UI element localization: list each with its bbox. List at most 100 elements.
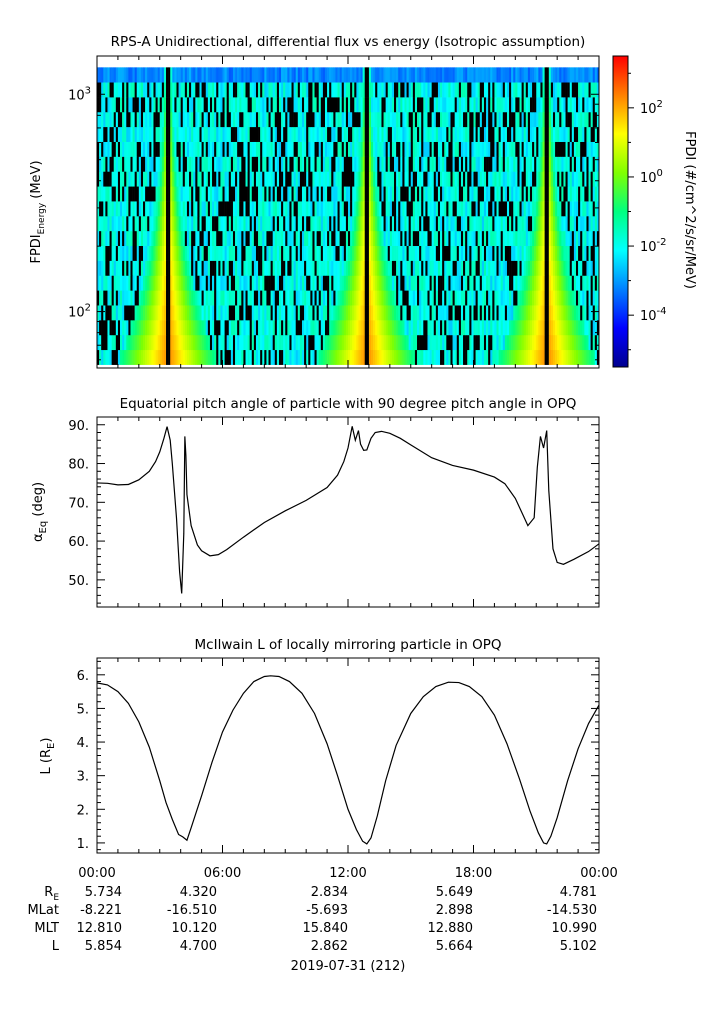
spectrogram-cell [504,275,508,291]
spectrogram-cell [138,126,142,142]
spectrogram-cell [555,260,558,276]
spectrogram-cell [264,260,267,276]
spectrogram-cell [258,230,261,247]
spectrogram-cell [460,305,464,321]
spectrogram-cell [151,67,154,83]
spectrogram-cell [571,82,575,98]
spectrogram-cell [312,320,315,336]
spectrogram-cell [306,141,309,157]
spectrogram-cell [425,290,428,306]
spectrogram-cell [573,111,577,128]
spectrogram-cell [371,97,374,113]
spectrogram-cell [243,260,246,276]
spectrogram-cell [241,82,244,98]
spectrogram-cell [239,67,242,83]
spectrogram-cell [130,97,133,113]
spectrogram-cell [379,320,382,336]
spectrogram-cell [431,290,435,306]
spectrogram-cell [333,97,336,113]
spectrogram-cell [471,186,474,202]
spectrogram-cell [128,275,131,291]
spectrogram-cell [494,156,497,172]
spectrogram-cell [138,97,142,113]
spectrogram-cell [122,349,125,365]
spectrogram-cell [552,305,556,321]
spectrogram-cell [433,141,437,157]
spectrogram-cell [172,186,175,202]
spectrogram-cell [429,67,432,83]
spectrogram-cell [222,201,225,217]
spectrogram-cell [575,201,579,217]
spectrogram-cell [394,230,397,247]
spectrogram-cell [561,67,564,83]
spectrogram-cell [251,305,255,321]
spectrogram-cell [343,171,347,187]
spectrogram-cell [199,141,202,157]
spectrogram-cell [521,141,524,157]
spectrogram-cell [588,111,591,128]
spectrogram-cell [408,156,412,172]
spectrogram-cell [308,320,311,336]
spectrogram-cell [272,290,276,306]
spectrogram-cell [592,260,596,276]
spectrogram-cell [314,201,317,217]
spectrogram-cell [421,275,424,291]
spectrogram-cell [391,171,395,187]
spectrogram-cell [381,320,384,336]
spectrogram-cell [226,334,230,351]
spectrogram-cell [143,290,146,306]
spectrogram-cell [289,186,292,202]
spectrogram-cell [483,290,487,306]
spectrogram-cell [251,260,255,276]
spectrogram-cell [477,230,481,247]
spectrogram-cell [364,201,368,217]
spectrogram-cell [406,334,409,351]
spectrogram-cell [266,141,269,157]
spectrogram-cell [149,305,152,321]
spectrogram-cell [268,290,271,306]
spectrogram-cell [155,67,158,83]
spectrogram-cell [159,186,163,202]
spectrogram-cell [297,245,301,261]
spectrogram-cell [540,97,543,113]
spectrogram-cell [170,82,173,98]
spectrogram-cell [538,215,541,232]
spectrogram-cell [442,156,445,172]
spectrogram-cell [550,305,554,321]
spectrogram-cell [201,82,204,98]
spectrogram-cell [552,230,556,247]
spectrogram-cell [494,349,497,365]
spectrogram-cell [147,349,150,365]
spectrogram-cell [324,245,328,261]
spectrogram-cell [191,141,194,157]
spectrogram-cell [454,156,458,172]
spectrogram-cell [406,275,409,291]
colorbar-tick-label: 10-4 [640,306,667,324]
spectrogram-cell [222,334,225,351]
spectrogram-cell [258,260,261,276]
spectrogram-cell [396,82,399,98]
spectrogram-cell [511,111,514,128]
spectrogram-cell [293,201,297,217]
spectrogram-cell [375,305,378,321]
spectrogram-cell [410,67,414,83]
spectrogram-cell [168,82,171,98]
spectrogram-cell [496,275,499,291]
spectrogram-cell [163,215,167,232]
spectrogram-cell [182,320,186,336]
spectrogram-cell [157,141,161,157]
spectrogram-cell [249,305,253,321]
spectrogram-cell [450,260,453,276]
spectrogram-cell [228,186,232,202]
spectrogram-cell [446,97,449,113]
spectrogram-cell [312,67,315,83]
spectrogram-cell [220,349,223,365]
spectrogram-cell [316,215,320,232]
spectrogram-cell [312,215,315,232]
spectrogram-cell [197,290,200,306]
spectrogram-cell [166,126,169,142]
spectrogram-cell [473,290,476,306]
spectrogram-cell [301,245,305,261]
spectrogram-cell [324,305,328,321]
spectrogram-cell [161,126,165,142]
